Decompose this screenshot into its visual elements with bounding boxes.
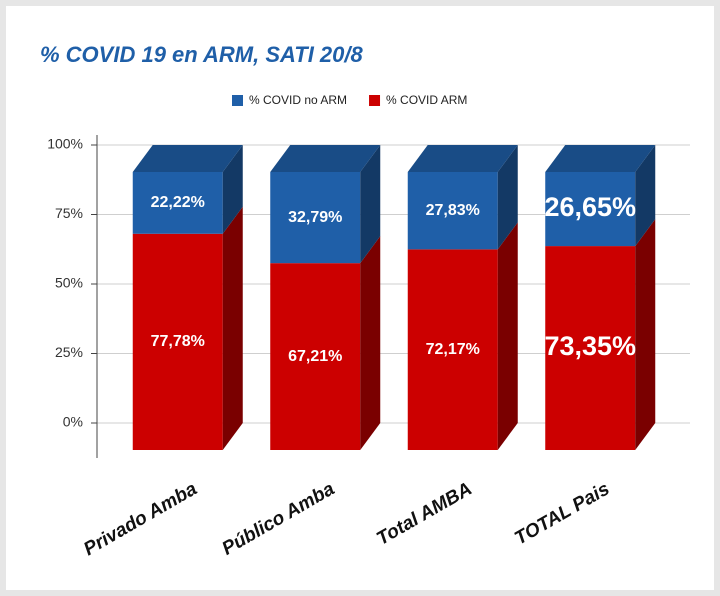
value-label: 22,22% <box>151 194 205 211</box>
legend: % COVID no ARM % COVID ARM <box>232 93 467 107</box>
bar-top <box>132 145 243 172</box>
bar-side <box>497 222 518 450</box>
bar-top <box>270 145 381 172</box>
bar <box>545 246 636 450</box>
y-tick-label: 50% <box>55 275 83 291</box>
y-tick-label: 25% <box>55 344 83 360</box>
value-label: 32,79% <box>288 209 342 226</box>
y-tick-label: 100% <box>47 136 83 152</box>
legend-label: % COVID ARM <box>386 93 467 107</box>
bar <box>270 172 361 264</box>
bar-side <box>360 236 381 450</box>
bar-side <box>222 145 243 234</box>
bar-side <box>497 145 518 250</box>
value-label: 72,17% <box>426 341 480 358</box>
bar-side <box>635 145 656 247</box>
value-label: 77,78% <box>151 333 205 350</box>
bar <box>132 172 223 234</box>
legend-swatch <box>232 95 243 106</box>
legend-swatch <box>369 95 381 106</box>
bar <box>270 263 361 450</box>
legend-label: % COVID no ARM <box>249 93 347 107</box>
value-label: 67,21% <box>288 348 342 365</box>
bar-side <box>222 206 243 450</box>
y-tick-label: 0% <box>63 414 83 430</box>
bar <box>545 172 636 247</box>
bar <box>407 249 498 450</box>
bar <box>407 172 498 250</box>
bar-top <box>407 145 518 172</box>
bar-side <box>635 219 656 450</box>
value-label: 27,83% <box>426 202 480 219</box>
value-label: 73,35% <box>544 331 636 361</box>
bar-side <box>360 145 381 264</box>
y-tick-label: 75% <box>55 205 83 221</box>
value-label: 26,65% <box>544 192 636 222</box>
bar-top <box>545 145 656 172</box>
chart-title: % COVID 19 en ARM, SATI 20/8 <box>40 42 364 67</box>
bar <box>132 233 223 450</box>
